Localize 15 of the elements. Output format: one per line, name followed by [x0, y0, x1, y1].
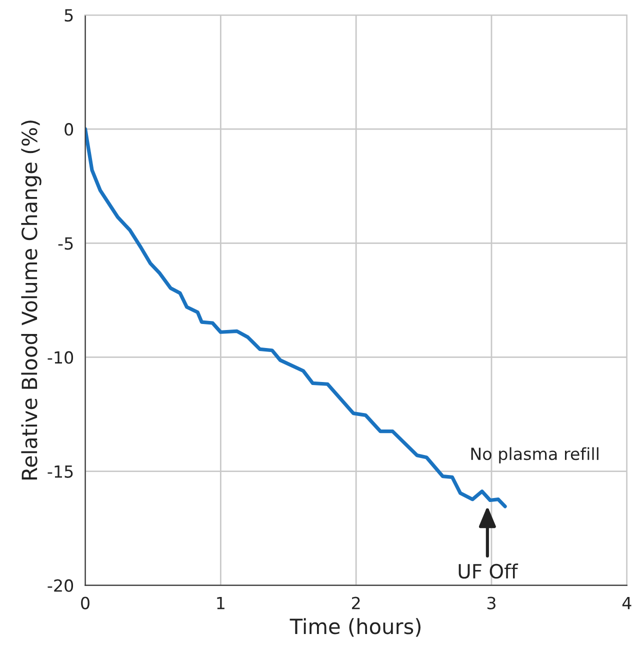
x-tick-label: 3 — [487, 596, 496, 610]
y-tick-label: -10 — [48, 351, 74, 364]
x-tick-label: 2 — [352, 596, 360, 610]
annotation: No plasma refill — [471, 447, 598, 464]
annotation: UF Off — [458, 564, 518, 579]
y-tick-label: -5 — [58, 237, 73, 250]
x-tick-label: 1 — [217, 596, 224, 610]
x-tick-label: 0 — [81, 596, 90, 610]
y-tick-label: -20 — [48, 579, 74, 592]
y-axis-title: Relative Blood Volume Change (%) — [21, 120, 42, 480]
x-tick-label: 4 — [622, 596, 632, 610]
y-tick-label: 5 — [64, 9, 73, 22]
y-tick-label: 0 — [64, 123, 74, 136]
y-tick-label: -15 — [48, 465, 73, 478]
x-axis-title: Time (hours) — [290, 618, 420, 637]
